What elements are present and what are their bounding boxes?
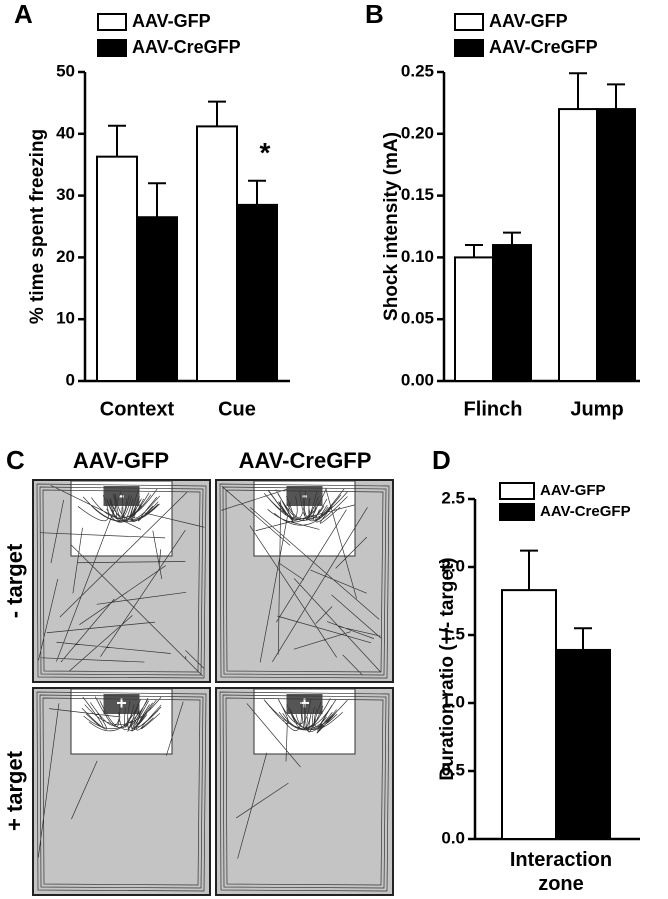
y-tick-label: 2.5 xyxy=(441,488,465,507)
track xyxy=(36,691,207,892)
bar xyxy=(196,125,238,382)
legend-swatch xyxy=(97,39,127,57)
bar xyxy=(492,244,532,382)
bar xyxy=(555,648,611,841)
bar xyxy=(558,108,598,383)
bar xyxy=(96,155,138,382)
legend-label: AAV-CreGFP xyxy=(540,503,631,520)
column-label: AAV-GFP xyxy=(73,448,169,473)
y-tick-label: 1.0 xyxy=(441,692,465,711)
legend-label: AAV-CreGFP xyxy=(489,37,598,57)
y-tick-label: 0.20 xyxy=(401,123,434,142)
y-axis-title: Duration ratio (+/- target) xyxy=(437,557,458,780)
y-tick-label: 20 xyxy=(56,247,75,266)
bar xyxy=(501,589,557,840)
x-tick-label: Cue xyxy=(218,398,256,420)
bar xyxy=(136,216,178,382)
legend-label: AAV-GFP xyxy=(132,11,211,31)
zone-mark: - xyxy=(119,485,125,505)
zone-mark: - xyxy=(302,485,308,505)
y-tick-label: 1.5 xyxy=(441,624,465,643)
y-tick-label: 0.5 xyxy=(441,760,465,779)
legend-label: AAV-CreGFP xyxy=(132,37,241,57)
x-tick-label: Jump xyxy=(570,398,623,420)
y-tick-label: 0.05 xyxy=(401,309,434,328)
y-tick-label: 10 xyxy=(56,309,75,328)
legend-swatch xyxy=(454,13,484,31)
zone-mark: + xyxy=(299,693,310,713)
y-tick-label: 0.0 xyxy=(441,828,465,847)
row-label: + target xyxy=(2,750,27,831)
legend-swatch xyxy=(454,39,484,57)
x-tick-label: Flinch xyxy=(464,398,523,420)
panel-label: B xyxy=(365,0,384,29)
y-tick-label: 50 xyxy=(56,61,75,80)
y-tick-label: 0.10 xyxy=(401,247,434,266)
y-tick-label: 0.00 xyxy=(401,370,434,389)
x-tick-label: Interaction zone xyxy=(509,849,613,895)
x-tick-label: Context xyxy=(100,398,175,420)
bar xyxy=(596,108,636,383)
y-axis-title: % time spent freezing xyxy=(27,129,48,324)
legend-label: AAV-GFP xyxy=(540,482,606,499)
legend-swatch xyxy=(499,503,535,521)
column-label: AAV-CreGFP xyxy=(239,448,372,473)
bar xyxy=(236,203,278,382)
legend-swatch xyxy=(499,482,535,500)
y-tick-label: 0 xyxy=(66,370,75,389)
y-tick-label: 0.25 xyxy=(401,61,434,80)
row-label: - target xyxy=(2,543,27,618)
panel-label: D xyxy=(432,445,451,475)
y-tick-label: 40 xyxy=(56,123,75,142)
arena-group: - - + + xyxy=(32,479,394,896)
panel-label: A xyxy=(14,0,33,29)
legend-swatch xyxy=(97,13,127,31)
bar xyxy=(454,256,494,382)
track xyxy=(219,691,390,892)
y-tick-label: 30 xyxy=(56,185,75,204)
panel-label: C xyxy=(6,445,25,475)
legend-label: AAV-GFP xyxy=(489,11,568,31)
y-tick-label: 0.15 xyxy=(401,185,434,204)
significance-mark: * xyxy=(260,137,271,168)
track xyxy=(219,483,390,679)
y-tick-label: 2.0 xyxy=(441,556,465,575)
zone-mark: + xyxy=(116,693,127,713)
y-axis-title: Shock intensity (mA) xyxy=(381,132,402,321)
track xyxy=(36,483,207,679)
